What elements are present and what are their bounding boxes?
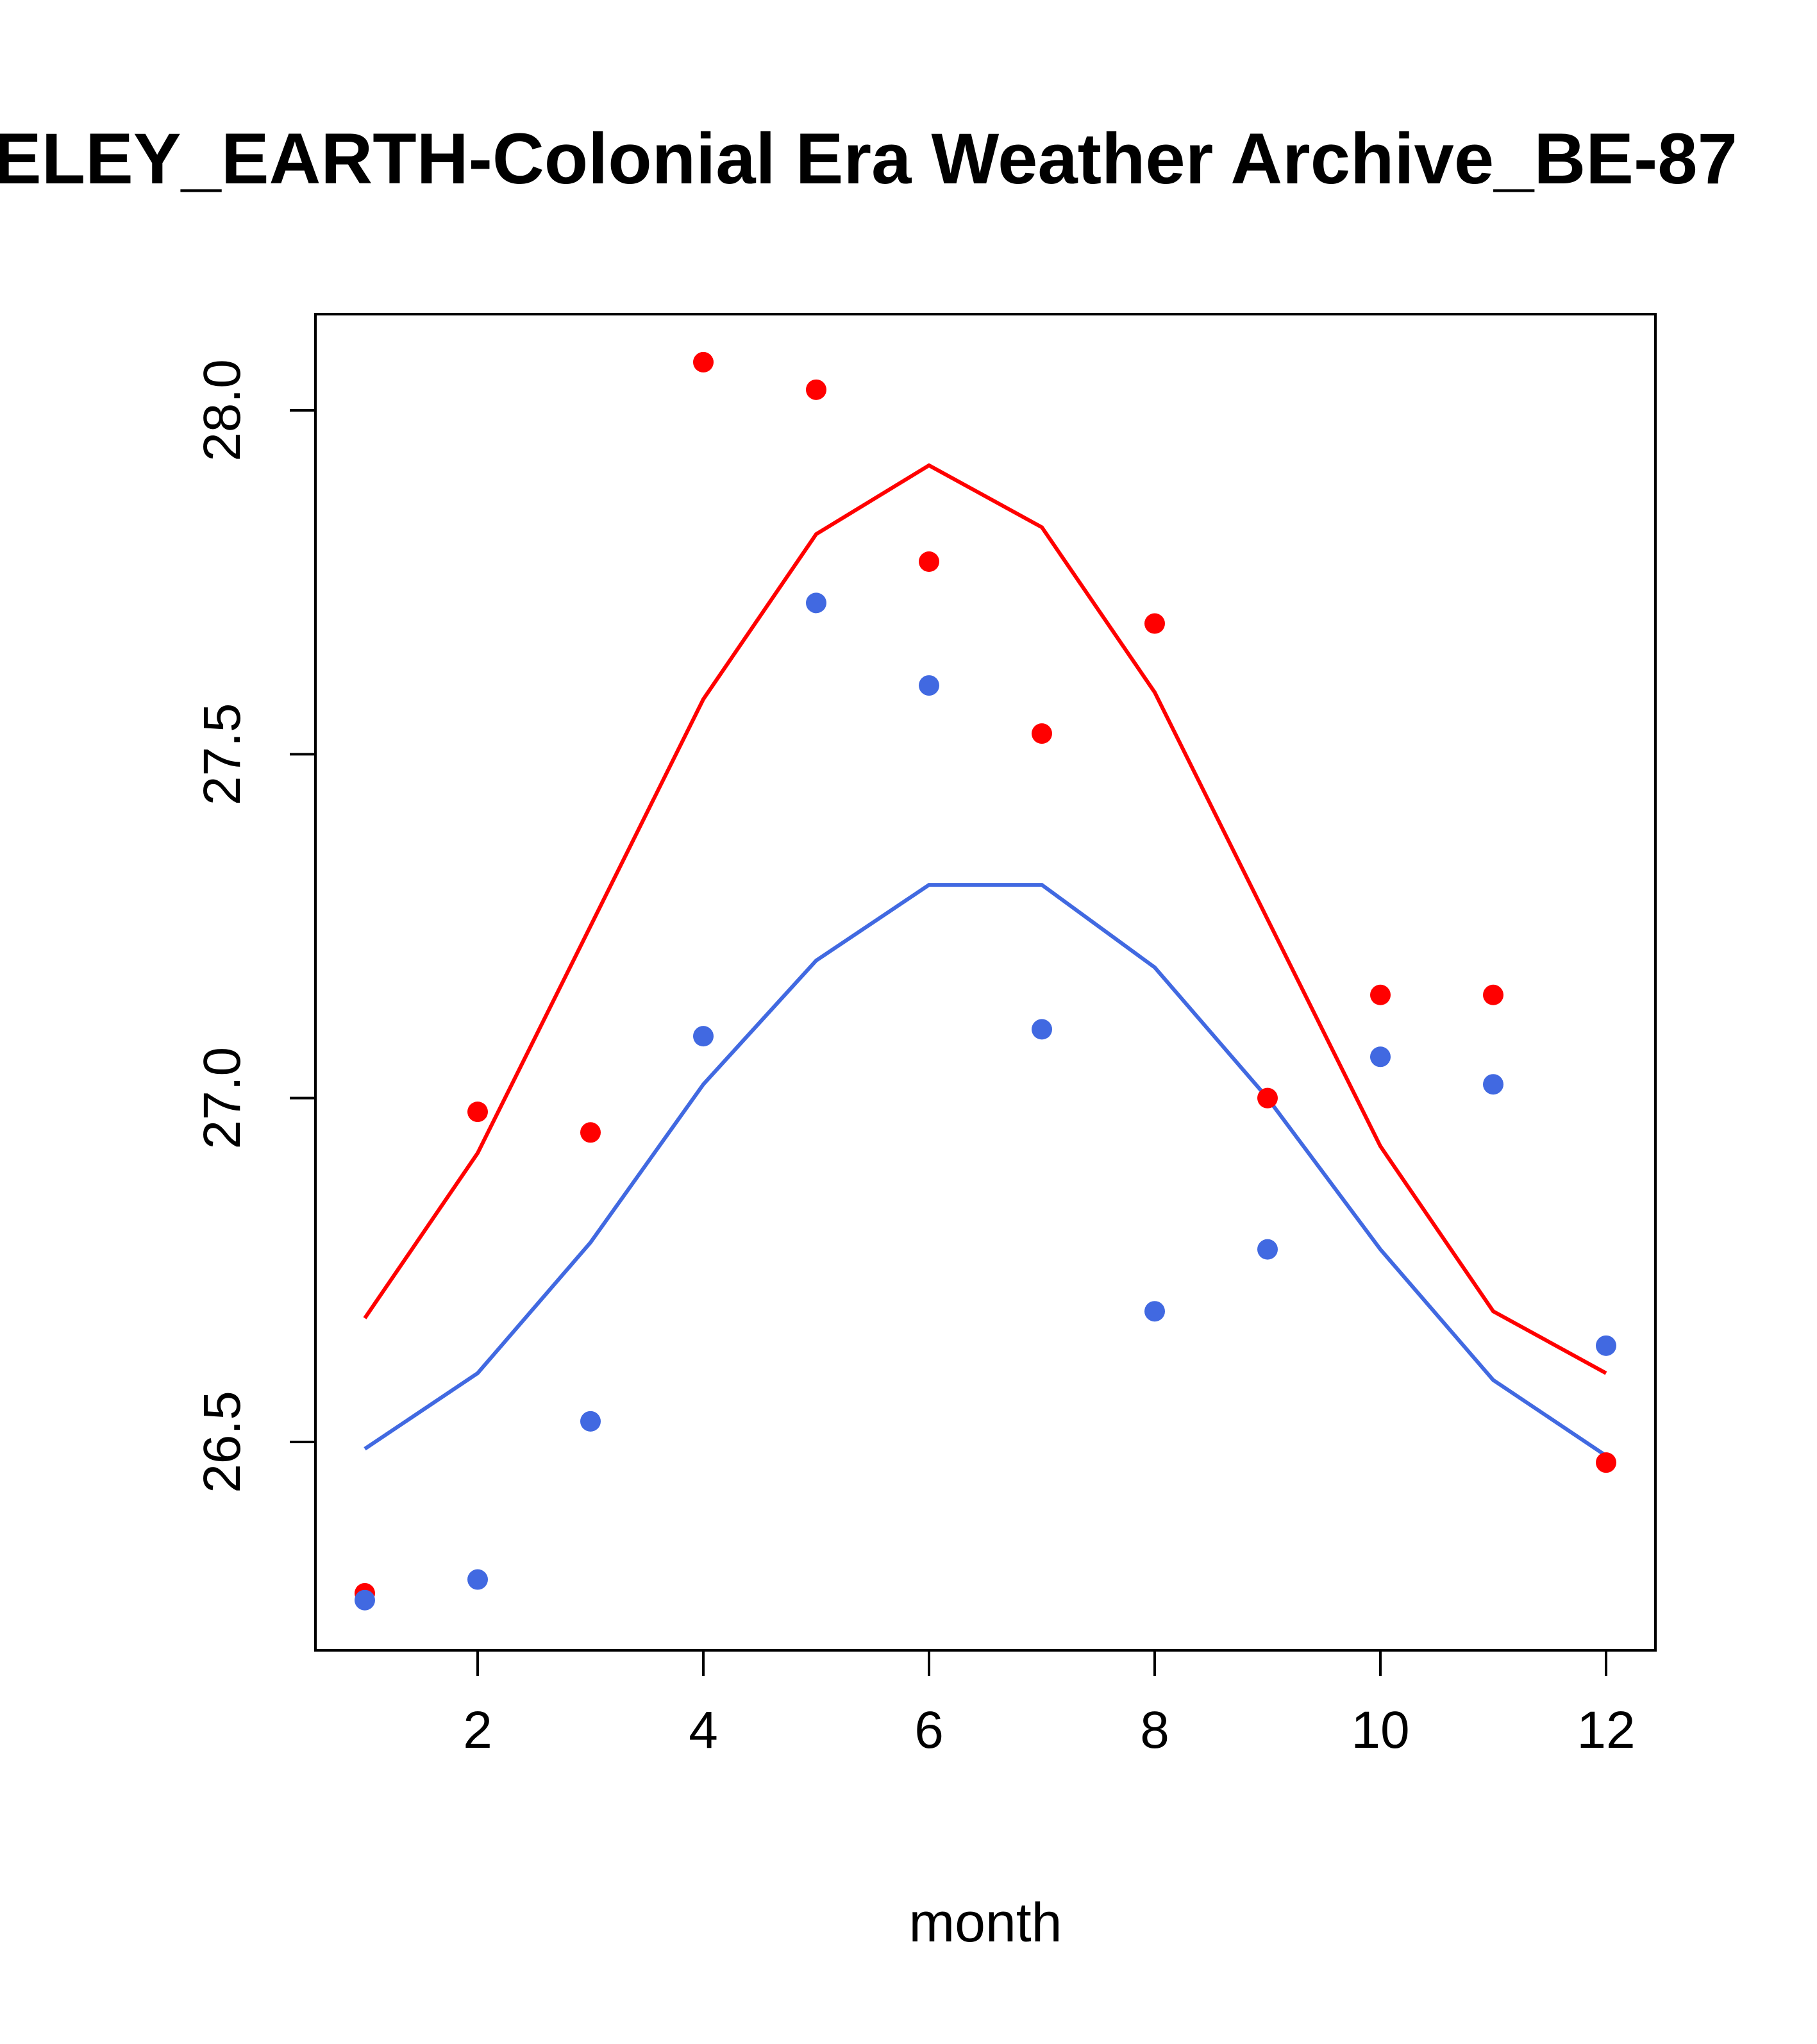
- red-line: [363, 463, 1607, 1375]
- y-tick-label: 28.0: [193, 359, 251, 462]
- blue-point: [1483, 1074, 1503, 1095]
- blue-point: [1032, 1019, 1052, 1040]
- red-point: [1257, 1087, 1278, 1109]
- red-point: [1483, 984, 1503, 1005]
- y-tick-label: 26.5: [193, 1391, 251, 1493]
- y-axis: 26.5 27.0 27.5 28.0: [193, 359, 315, 1493]
- blue-point: [355, 1589, 375, 1611]
- x-tick-label: 4: [689, 1701, 718, 1759]
- red-point: [580, 1122, 601, 1143]
- blue-point: [693, 1026, 714, 1047]
- blue-point: [580, 1411, 601, 1432]
- x-axis: 2 4 6 8 10 12: [463, 1650, 1636, 1759]
- red-point: [467, 1102, 488, 1123]
- red-point: [1032, 723, 1052, 744]
- plot-frame: [314, 313, 1657, 1652]
- x-tick-label: 8: [1140, 1701, 1169, 1759]
- red-point: [693, 351, 714, 373]
- blue-point: [1144, 1301, 1165, 1322]
- y-tick-label: 27.0: [193, 1047, 251, 1150]
- blue-point: [1257, 1239, 1278, 1260]
- x-axis-label: month: [908, 1892, 1062, 1954]
- x-tick-label: 12: [1577, 1701, 1635, 1759]
- red-point: [919, 551, 939, 572]
- blue-point: [806, 592, 826, 614]
- red-point: [806, 379, 826, 400]
- blue-point: [467, 1569, 488, 1590]
- series-layer: [355, 351, 1616, 1611]
- blue-point: [919, 675, 939, 696]
- x-tick-label: 2: [463, 1701, 492, 1759]
- red-point: [1144, 613, 1165, 634]
- blue-line: [364, 883, 1607, 1457]
- blue-point: [1370, 1046, 1391, 1068]
- blue-point: [1596, 1335, 1616, 1356]
- y-tick-label: 27.5: [193, 703, 251, 806]
- chart-title: ELEY_EARTH-Colonial Era Weather Archive_…: [0, 119, 1737, 199]
- red-point: [1596, 1452, 1616, 1473]
- red-point: [1370, 984, 1391, 1005]
- x-tick-label: 10: [1351, 1701, 1409, 1759]
- x-tick-label: 6: [914, 1701, 944, 1759]
